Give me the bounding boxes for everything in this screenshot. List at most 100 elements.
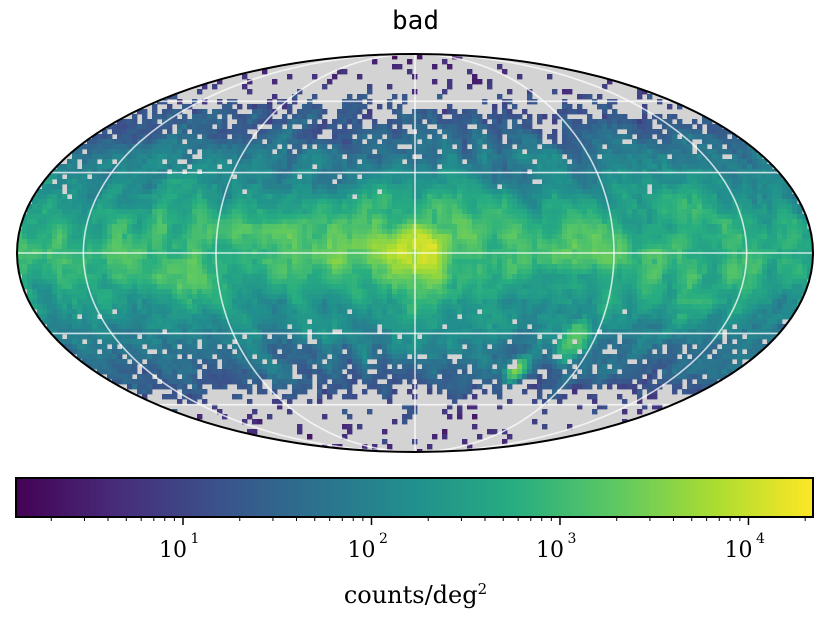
map-pixel	[132, 269, 138, 275]
map-pixel	[577, 109, 583, 115]
map-pixel	[677, 279, 683, 285]
map-pixel	[657, 239, 663, 245]
map-pixel	[712, 214, 718, 220]
map-pixel	[767, 194, 773, 200]
map-pixel	[612, 219, 618, 225]
map-pixel	[497, 199, 503, 205]
map-pixel	[407, 169, 413, 175]
map-pixel	[557, 149, 563, 155]
map-pixel	[237, 159, 243, 165]
map-pixel	[72, 149, 78, 155]
map-pixel	[537, 119, 543, 125]
map-pixel	[787, 254, 793, 260]
map-pixel	[297, 204, 303, 210]
map-pixel	[52, 259, 58, 265]
map-pixel	[447, 189, 453, 195]
map-pixel	[782, 269, 788, 275]
map-pixel	[807, 254, 813, 260]
map-pixel	[347, 254, 353, 260]
map-pixel	[122, 249, 128, 255]
map-pixel	[222, 134, 228, 140]
map-pixel	[272, 189, 278, 195]
map-pixel	[32, 239, 38, 245]
map-pixel	[67, 244, 73, 250]
map-pixel	[227, 149, 233, 155]
map-pixel	[532, 164, 538, 170]
map-pixel	[22, 274, 28, 280]
map-pixel	[602, 224, 608, 230]
map-pixel	[457, 254, 463, 260]
map-pixel	[552, 239, 558, 245]
map-pixel	[692, 194, 698, 200]
map-pixel	[677, 244, 683, 250]
map-pixel	[337, 229, 343, 235]
map-pixel	[302, 114, 308, 120]
map-pixel	[597, 274, 603, 280]
map-pixel	[97, 169, 103, 175]
map-pixel	[222, 239, 228, 245]
map-pixel	[727, 139, 733, 145]
map-pixel	[582, 159, 588, 165]
map-pixel	[657, 194, 663, 200]
map-pixel	[667, 229, 673, 235]
map-pixel	[607, 234, 613, 240]
map-pixel	[352, 224, 358, 230]
map-pixel	[122, 244, 128, 250]
map-pixel	[37, 274, 43, 280]
map-pixel	[137, 224, 143, 230]
map-pixel	[312, 239, 318, 245]
map-pixel	[742, 264, 748, 270]
map-pixel	[587, 164, 593, 170]
map-pixel	[727, 159, 733, 165]
map-pixel	[632, 139, 638, 145]
map-pixel	[722, 149, 728, 155]
map-pixel	[712, 269, 718, 275]
map-pixel	[727, 164, 733, 170]
map-pixel	[252, 179, 258, 185]
map-pixel	[542, 164, 548, 170]
map-pixel	[432, 154, 438, 160]
map-pixel	[122, 189, 128, 195]
map-pixel	[507, 184, 513, 190]
map-pixel	[97, 199, 103, 205]
map-pixel	[537, 264, 543, 270]
map-pixel	[682, 234, 688, 240]
map-pixel	[517, 229, 523, 235]
map-pixel	[707, 119, 713, 125]
map-pixel	[462, 274, 468, 280]
map-pixel	[387, 154, 393, 160]
map-pixel	[102, 269, 108, 275]
map-pixel	[462, 184, 468, 190]
map-pixel	[622, 144, 628, 150]
map-pixel	[147, 164, 153, 170]
map-pixel	[282, 224, 288, 230]
map-pixel	[447, 119, 453, 125]
map-pixel	[487, 254, 493, 260]
map-pixel	[207, 249, 213, 255]
map-pixel	[647, 264, 653, 270]
map-pixel	[267, 109, 273, 115]
map-pixel	[142, 239, 148, 245]
map-pixel	[592, 184, 598, 190]
map-pixel	[222, 269, 228, 275]
map-pixel	[642, 229, 648, 235]
map-pixel	[192, 184, 198, 190]
map-pixel	[662, 189, 668, 195]
map-pixel	[117, 204, 123, 210]
map-pixel	[627, 244, 633, 250]
map-pixel	[182, 214, 188, 220]
map-pixel	[97, 134, 103, 140]
map-pixel	[447, 104, 453, 110]
map-pixel	[642, 194, 648, 200]
map-pixel	[222, 149, 228, 155]
map-pixel	[37, 269, 43, 275]
map-pixel	[342, 264, 348, 270]
map-pixel	[442, 194, 448, 200]
map-pixel	[472, 199, 478, 205]
map-pixel	[357, 154, 363, 160]
map-pixel	[207, 179, 213, 185]
map-pixel	[177, 154, 183, 160]
map-pixel	[652, 139, 658, 145]
map-pixel	[107, 164, 113, 170]
map-pixel	[272, 209, 278, 215]
